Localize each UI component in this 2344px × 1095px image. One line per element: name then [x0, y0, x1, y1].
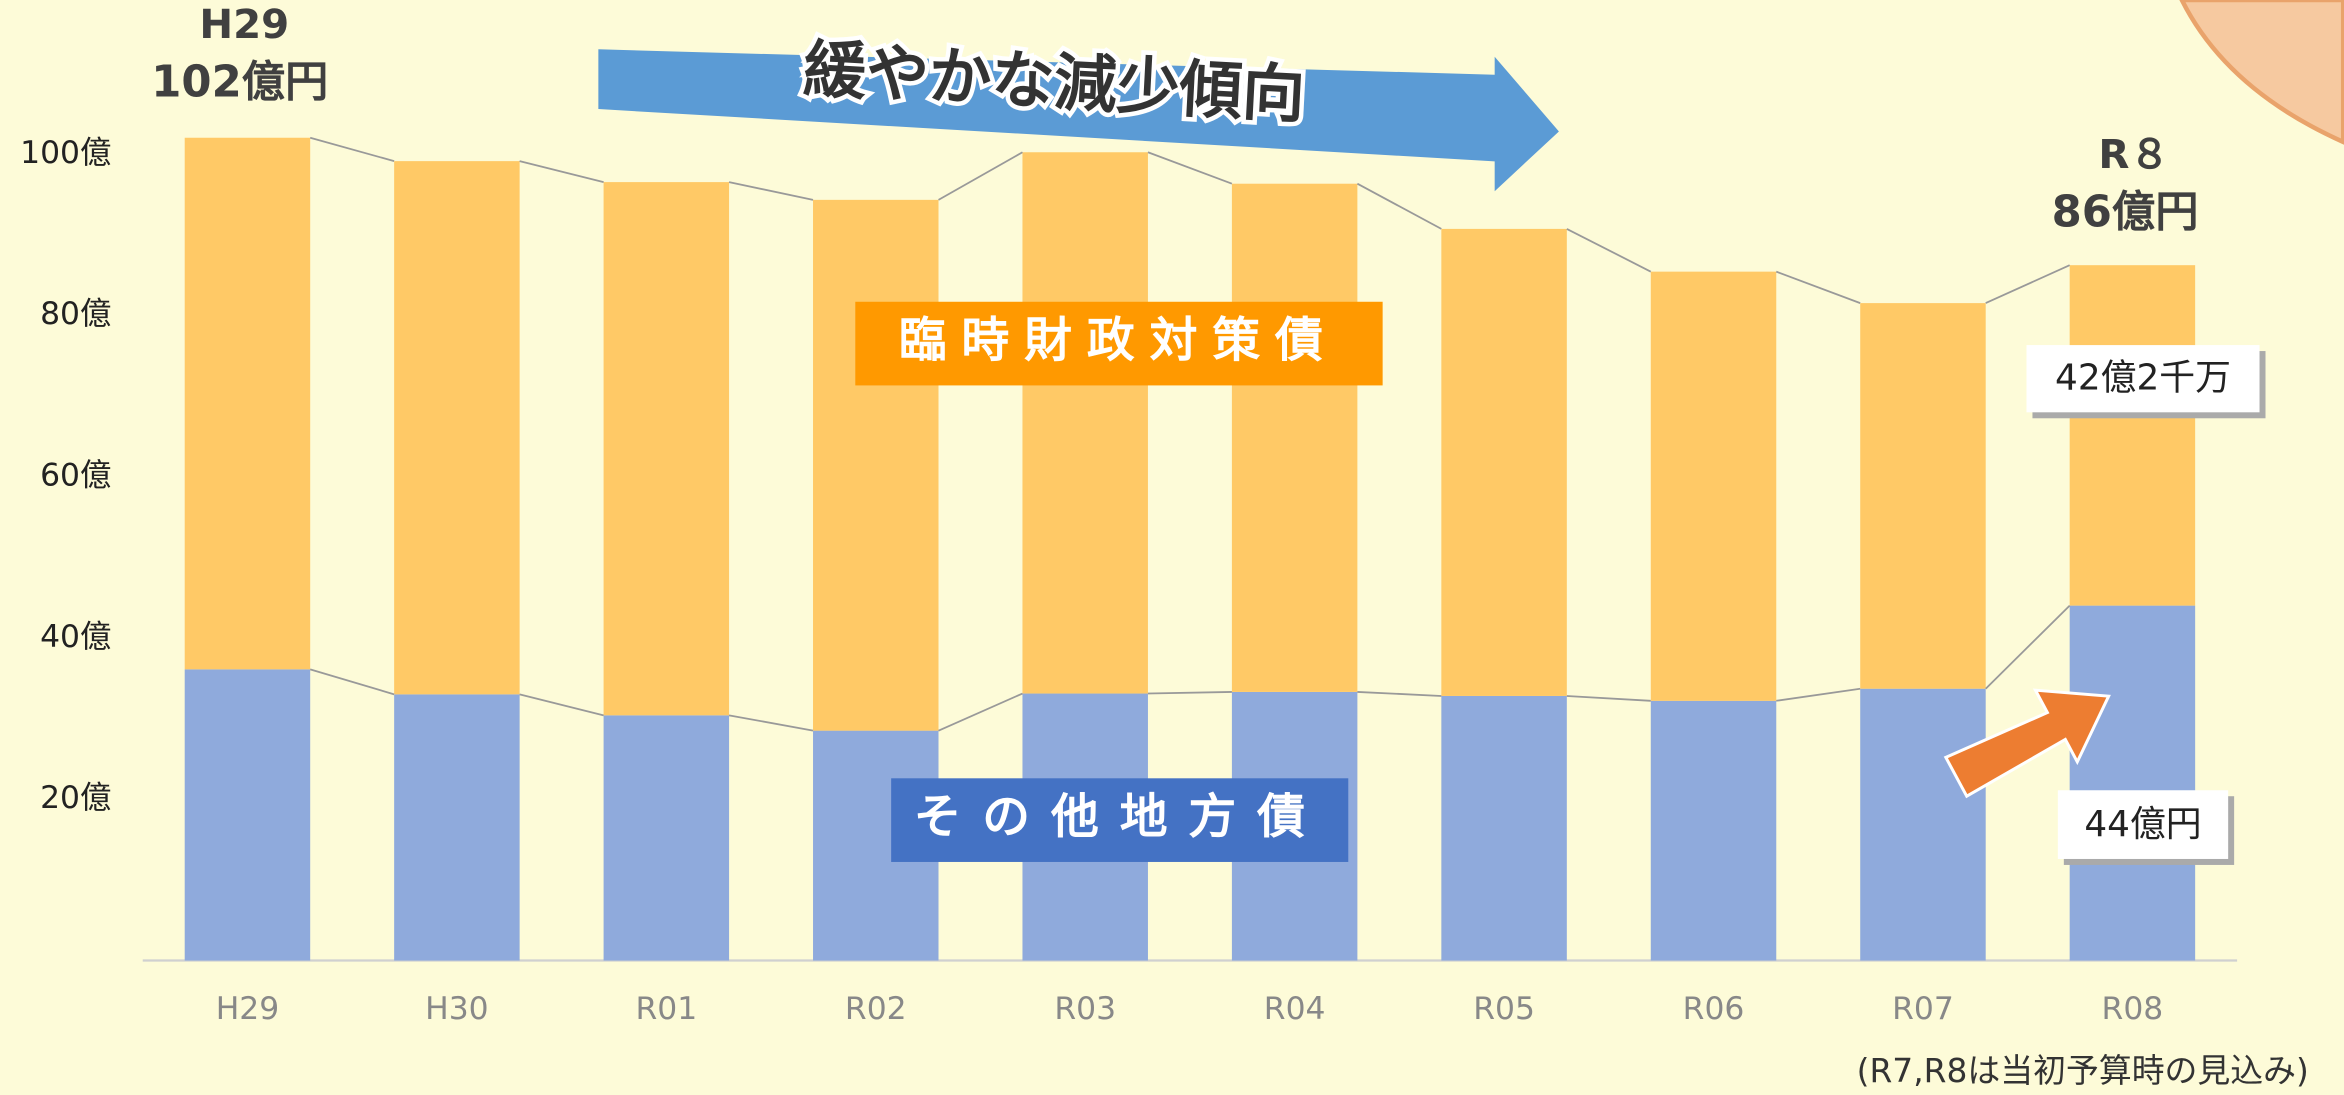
decoration — [2179, 0, 2344, 145]
plot-area: 20億 40億 60億 80億 100億 H29 H30 R01 R02 R03 R04 R05 R06… — [20, 135, 2238, 1027]
connector — [309, 668, 395, 696]
connector — [519, 160, 604, 183]
trend-arrow — [598, 49, 1559, 192]
bar-segment — [2069, 605, 2196, 961]
series-label-box — [891, 778, 1349, 862]
annotation: 102億円 — [151, 58, 328, 108]
value-label: 44億円 — [2084, 804, 2201, 845]
x-tick-label: H30 — [425, 991, 488, 1027]
annotation: 86億円 — [2052, 188, 2199, 238]
annotation: R８ — [2098, 131, 2169, 178]
legend-label: その他地方債 — [914, 790, 1326, 845]
increase-arrow — [1943, 688, 2111, 799]
y-tick-label: 60億 — [40, 458, 111, 494]
bar-segment — [394, 161, 520, 695]
bar-segment — [603, 182, 730, 716]
connector — [728, 714, 814, 732]
footnote: (R7,R8は当初予算時の見込み) — [1857, 1051, 2309, 1090]
connector — [1147, 691, 1232, 695]
connector — [1566, 228, 1652, 273]
connector — [1985, 604, 2071, 690]
bar-segment — [184, 137, 311, 670]
connector — [1776, 687, 1861, 702]
connector — [938, 692, 1023, 732]
connector — [1775, 270, 1861, 304]
bar-segment — [1231, 183, 1358, 692]
connector — [309, 136, 395, 162]
callout — [2026, 345, 2260, 413]
connector — [728, 181, 814, 201]
x-tick-label: R08 — [2102, 991, 2164, 1027]
x-tick-label: R04 — [1264, 991, 1326, 1027]
connector — [938, 151, 1023, 201]
bar-segment — [1860, 303, 1986, 689]
series-label-box — [855, 301, 1383, 386]
x-tick-label: H29 — [216, 991, 279, 1027]
bar-segment — [1650, 700, 1777, 961]
x-tick-label: R02 — [845, 991, 907, 1027]
annotation: H29 — [199, 1, 289, 48]
y-tick-label: 40億 — [40, 619, 111, 655]
y-tick-label: 100億 — [20, 135, 111, 171]
connector — [1147, 151, 1233, 185]
connector — [1566, 695, 1651, 702]
bar-segment — [1650, 271, 1777, 701]
x-tick-label: R07 — [1892, 991, 1954, 1027]
x-tick-label: R03 — [1054, 991, 1116, 1027]
connector — [1357, 691, 1442, 697]
x-tick-label: R01 — [635, 991, 697, 1027]
bar-segment — [2069, 265, 2196, 606]
connector — [1356, 182, 1442, 230]
bar-segment — [1860, 688, 1986, 961]
bar-segment — [394, 694, 520, 961]
bar-segment — [1441, 695, 1567, 961]
bar-segment — [184, 669, 311, 961]
bar-segment — [603, 715, 730, 961]
x-tick-label: R06 — [1683, 991, 1745, 1027]
legend-label: 臨時財政対策債 — [899, 314, 1338, 369]
bar-segment — [1441, 228, 1567, 696]
bar-segment — [1022, 152, 1148, 694]
value-label: 42億2千万 — [2055, 357, 2231, 398]
y-tick-label: 20億 — [40, 780, 111, 816]
bar-segment — [813, 199, 939, 731]
callout — [2057, 790, 2229, 859]
y-tick-label: 80億 — [40, 296, 111, 332]
x-tick-label: R05 — [1473, 991, 1535, 1027]
connector — [519, 693, 604, 717]
connector — [1985, 264, 2071, 304]
